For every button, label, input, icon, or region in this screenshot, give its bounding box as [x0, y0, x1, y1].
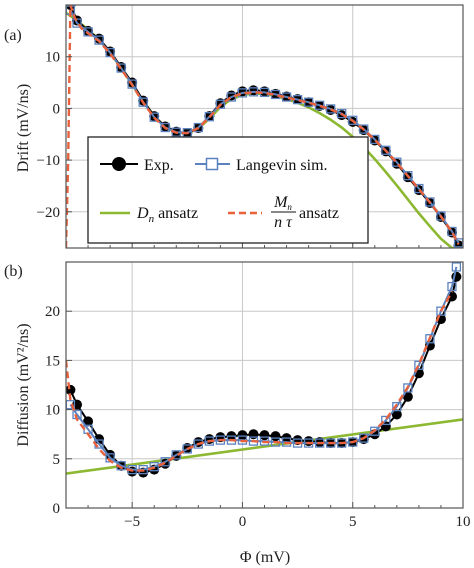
- sim-point-b: [447, 281, 457, 292]
- sim-point-b: [451, 262, 462, 272]
- y-tick-label-a: 0: [53, 101, 61, 117]
- series-line-m-n-n-tau-ansatz-b: [66, 290, 454, 472]
- sim-point-b: [160, 457, 170, 467]
- sim-point-a: [370, 134, 380, 145]
- y-tick-label-b: 10: [45, 403, 60, 419]
- sim-point-a: [436, 211, 446, 221]
- sim-point-b: [348, 437, 358, 447]
- y-tick-label-b: 5: [53, 452, 61, 468]
- x-tick-label-b: 5: [349, 514, 357, 530]
- sim-point-a: [348, 115, 358, 125]
- legend-mn-denominator: n τ: [274, 214, 293, 231]
- legend-mn-numerator: Mn: [273, 194, 292, 212]
- sim-point-a: [425, 197, 435, 207]
- sim-point-b: [370, 426, 380, 436]
- sim-point-b: [425, 334, 435, 344]
- y-tick-label-a: −20: [37, 205, 60, 221]
- sim-point-a: [72, 18, 82, 28]
- sim-point-a: [414, 183, 424, 194]
- sim-point-a: [337, 108, 347, 119]
- y-tick-label-b: 20: [45, 304, 60, 320]
- x-tick-label-b: 0: [239, 514, 247, 530]
- x-axis-label: Φ (mV): [240, 549, 290, 566]
- y-tick-label-a: −10: [37, 153, 60, 169]
- sim-point-a: [226, 92, 237, 102]
- sim-point-b: [182, 444, 192, 454]
- legend-sim-label: Langevin sim.: [236, 157, 328, 174]
- x-tick-label-b: −5: [124, 514, 140, 530]
- exp-point-b: [83, 416, 94, 427]
- sim-point-b: [381, 415, 391, 426]
- legend-exp-label: Exp.: [144, 157, 174, 174]
- y-axis-label-drift: Drift (mV/ns): [15, 84, 32, 172]
- sim-point-a: [215, 99, 226, 109]
- sim-point-a: [127, 79, 137, 89]
- exp-point-b: [391, 409, 402, 420]
- plot-frame-b: [65, 261, 464, 509]
- sim-point-b: [171, 450, 181, 460]
- sim-point-a: [105, 47, 115, 58]
- sim-point-a: [447, 226, 457, 237]
- y-tick-label-a: 10: [45, 50, 60, 66]
- series-line-d-n-ansatz-b: [66, 418, 463, 475]
- exp-point-b: [402, 391, 413, 402]
- x-tick-label-b: 10: [456, 514, 471, 530]
- series-group-b: [66, 262, 463, 478]
- sim-point-a: [193, 122, 203, 133]
- y-axis-label-diffusion: Diffusion (mV²/ns): [15, 323, 32, 446]
- legend-mn-suffix: ansatz: [299, 205, 339, 222]
- legend-sim-marker: [205, 157, 219, 171]
- series-group-a: [66, 5, 463, 248]
- panel-b-label: (b): [4, 263, 23, 280]
- legend-dn-label: Dn ansatz: [136, 205, 198, 225]
- series-line-m-n-n-tau-ansatz-a: [66, 5, 460, 248]
- sim-point-b: [436, 306, 446, 316]
- sim-point-b: [359, 433, 369, 443]
- sim-point-b: [392, 401, 402, 412]
- sim-point-a: [94, 35, 104, 45]
- sim-point-a: [326, 104, 336, 114]
- exp-point-b: [105, 449, 116, 460]
- sim-point-a: [392, 157, 402, 167]
- sim-point-a: [204, 112, 215, 122]
- sim-point-a: [116, 63, 126, 73]
- sim-point-a: [138, 97, 148, 107]
- sim-point-b: [403, 383, 413, 393]
- y-tick-label-b: 15: [45, 353, 60, 369]
- series-line-exp--b: [69, 276, 458, 474]
- sim-point-a: [160, 122, 170, 133]
- sim-point-a: [149, 112, 159, 122]
- panel-a-label: (a): [4, 27, 22, 44]
- sim-point-a: [403, 170, 413, 181]
- plot-frame-a: [65, 4, 464, 249]
- sim-point-a: [381, 145, 391, 155]
- exp-point-b: [237, 430, 248, 441]
- legend-exp-marker: [112, 157, 126, 171]
- sim-point-a: [359, 124, 369, 134]
- legend-box: [87, 136, 369, 244]
- sim-point-a: [83, 27, 93, 37]
- sim-point-b: [149, 462, 159, 472]
- y-tick-label-b: 0: [53, 501, 61, 517]
